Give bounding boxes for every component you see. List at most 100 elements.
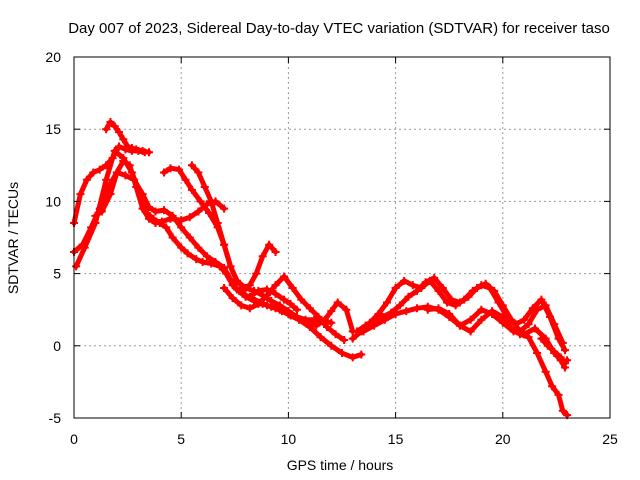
- data-point: [288, 284, 297, 293]
- data-series: [70, 117, 572, 420]
- series-track-d: [91, 156, 229, 228]
- data-point: [342, 305, 351, 314]
- data-point: [232, 285, 241, 294]
- data-point: [316, 333, 325, 342]
- data-point: [72, 262, 81, 271]
- series-track-g: [187, 161, 280, 293]
- data-point: [498, 301, 507, 310]
- data-point: [443, 298, 452, 307]
- data-point: [115, 142, 124, 151]
- data-point: [357, 350, 366, 359]
- data-point: [181, 175, 190, 184]
- data-point: [245, 292, 254, 301]
- data-point: [488, 307, 497, 316]
- chart-title: Day 007 of 2023, Sidereal Day-to-day VTE…: [68, 20, 610, 37]
- data-point: [183, 249, 192, 258]
- data-point: [434, 304, 443, 313]
- series-track-n: [537, 334, 572, 368]
- data-point: [402, 307, 411, 316]
- data-point: [537, 295, 546, 304]
- data-point: [196, 197, 205, 206]
- plot-frame: [73, 56, 611, 419]
- data-point: [550, 320, 559, 329]
- data-point: [400, 276, 409, 285]
- data-point: [175, 165, 184, 174]
- data-point: [76, 190, 85, 199]
- data-point: [507, 315, 516, 324]
- data-point: [464, 292, 473, 301]
- y-axis-ticks: -5 0 5 10 15 20: [45, 49, 610, 426]
- data-point: [162, 223, 171, 232]
- data-point: [89, 168, 98, 177]
- data-point: [123, 142, 132, 151]
- data-point: [447, 295, 456, 304]
- data-point: [430, 273, 439, 282]
- data-point: [481, 279, 490, 288]
- y-tick-label: 10: [45, 193, 61, 209]
- data-point: [166, 164, 175, 173]
- data-point: [185, 233, 194, 242]
- y-tick-label: 20: [45, 49, 61, 65]
- y-tick-label: 15: [45, 121, 61, 137]
- x-tick-label: 15: [388, 431, 404, 447]
- data-point: [466, 327, 475, 336]
- series-track-i: [245, 285, 301, 314]
- data-point: [187, 185, 196, 194]
- data-point: [205, 208, 214, 217]
- data-point: [331, 330, 340, 339]
- data-point: [477, 305, 486, 314]
- data-point: [327, 318, 336, 327]
- data-point: [252, 269, 261, 278]
- data-point: [408, 281, 417, 290]
- data-point: [177, 223, 186, 232]
- x-tick-label: 5: [177, 431, 185, 447]
- data-point: [305, 304, 314, 313]
- data-point: [271, 247, 280, 256]
- data-point: [226, 275, 235, 284]
- y-axis-label: SDTVAR / TECUs: [5, 182, 21, 294]
- data-point: [333, 298, 342, 307]
- data-point: [391, 284, 400, 293]
- x-tick-label: 25: [602, 431, 618, 447]
- data-point: [194, 243, 203, 252]
- data-point: [112, 168, 121, 177]
- data-point: [434, 286, 443, 295]
- data-point: [95, 165, 104, 174]
- data-point: [110, 122, 119, 131]
- data-point: [560, 346, 569, 355]
- data-point: [541, 301, 550, 310]
- data-point: [380, 315, 389, 324]
- data-point: [507, 324, 516, 333]
- data-point: [237, 301, 246, 310]
- data-point: [541, 367, 550, 376]
- data-point: [322, 323, 331, 332]
- data-point: [554, 390, 563, 399]
- data-point: [413, 304, 422, 313]
- data-point: [314, 312, 323, 321]
- data-point: [198, 258, 207, 267]
- data-point: [297, 295, 306, 304]
- data-point: [106, 190, 115, 199]
- data-point: [239, 284, 248, 293]
- data-point: [125, 161, 134, 170]
- y-tick-label: 5: [53, 266, 61, 282]
- data-point: [520, 315, 529, 324]
- data-point: [78, 240, 87, 249]
- data-point: [207, 197, 216, 206]
- data-point: [121, 171, 130, 180]
- data-point: [543, 341, 552, 350]
- data-point: [200, 182, 209, 191]
- data-point: [391, 310, 400, 319]
- data-point: [533, 305, 542, 314]
- data-point: [395, 301, 404, 310]
- data-point: [157, 217, 166, 226]
- data-point: [280, 272, 289, 281]
- data-point: [548, 382, 557, 391]
- data-point: [533, 349, 542, 358]
- data-point: [226, 262, 235, 271]
- data-point: [138, 204, 147, 213]
- data-point: [423, 305, 432, 314]
- data-point: [132, 145, 141, 154]
- data-point: [271, 289, 280, 298]
- data-point: [558, 406, 567, 415]
